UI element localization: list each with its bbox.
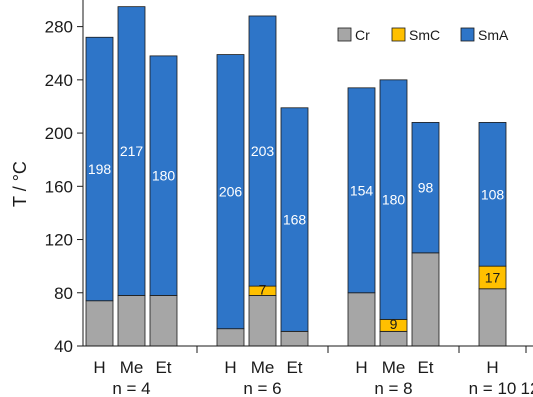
bars-layer <box>85 6 507 347</box>
bar-segment-sma <box>347 87 376 294</box>
bar-segment-sma <box>216 54 245 330</box>
x-group-label: 12 <box>521 379 533 397</box>
x-group-label: n = 6 <box>243 379 281 397</box>
y-tick-label: 40 <box>54 337 73 356</box>
bar-segment-cr <box>280 330 309 347</box>
x-category-label: Et <box>286 358 302 377</box>
x-category-label: Me <box>251 358 275 377</box>
x-category-label: H <box>93 358 105 377</box>
bar-segment-sma <box>280 107 309 332</box>
legend-label-smc: SmC <box>409 27 440 43</box>
x-category-label: H <box>224 358 236 377</box>
y-tick-label: 240 <box>45 71 73 90</box>
data-label-smc: 9 <box>390 316 398 332</box>
x-category-label: Et <box>417 358 433 377</box>
y-tick-label: 280 <box>45 18 73 37</box>
data-labels-layer: 1982171802067203168154918098171081262 <box>88 143 505 332</box>
data-label-sma: 98 <box>418 180 434 196</box>
bar-segment-cr <box>85 300 114 347</box>
bar-segment-cr <box>411 252 440 347</box>
data-label-sma: 180 <box>382 192 406 208</box>
legend-label-sma: SmA <box>478 27 509 43</box>
data-label-sma: 180 <box>152 168 176 184</box>
data-label-sma: 217 <box>120 143 144 159</box>
data-label-sma: 154 <box>350 182 374 198</box>
bar-segment-sma <box>248 15 277 287</box>
bar-segment-cr <box>347 292 376 347</box>
y-axis-title: T / °C <box>10 161 30 207</box>
data-label-sma: 203 <box>251 143 275 159</box>
x-category-label: H <box>486 358 498 377</box>
x-group-label: n = 8 <box>374 379 412 397</box>
legend-label-cr: Cr <box>355 27 370 43</box>
x-category-label: Et <box>155 358 171 377</box>
legend-swatch-sma <box>460 27 475 42</box>
legend-swatch-smc <box>391 27 406 42</box>
bar-segment-cr <box>149 295 178 347</box>
x-group-label: n = 4 <box>112 379 150 397</box>
bar-segment-cr <box>117 295 146 347</box>
bar-segment-sma <box>149 55 178 296</box>
y-tick-label: 200 <box>45 124 73 143</box>
y-tick-label: 160 <box>45 177 73 196</box>
data-label-sma: 198 <box>88 161 112 177</box>
x-category-label: Me <box>120 358 144 377</box>
bar-segment-sma <box>85 36 114 302</box>
x-category-label: Me <box>382 358 406 377</box>
y-tick-label: 120 <box>45 231 73 250</box>
bar-segment-cr <box>478 288 507 347</box>
data-label-sma: 206 <box>219 184 243 200</box>
bar-segment-sma <box>379 79 408 320</box>
bar-segment-cr <box>216 328 245 347</box>
legend-swatch-cr <box>337 27 352 42</box>
legend: Cr SmC SmA <box>337 27 509 43</box>
data-label-smc: 7 <box>259 281 267 297</box>
y-tick-label: 80 <box>54 284 73 303</box>
data-label-sma: 168 <box>283 212 307 228</box>
axes-layer: HMeEtHMeEtHMeEtHH4080120160200240280n = … <box>45 0 533 397</box>
bar-segment-sma <box>478 122 507 267</box>
x-category-label: H <box>355 358 367 377</box>
data-label-sma: 108 <box>481 186 505 202</box>
y-axis-label: T / °C <box>10 161 30 207</box>
bar-segment-cr <box>248 295 277 347</box>
x-group-label: n = 10 <box>469 379 517 397</box>
data-label-smc: 17 <box>485 270 501 286</box>
bar-segment-sma <box>411 122 440 254</box>
bar-segment-sma <box>117 6 146 296</box>
bar-segment-cr <box>379 330 408 347</box>
